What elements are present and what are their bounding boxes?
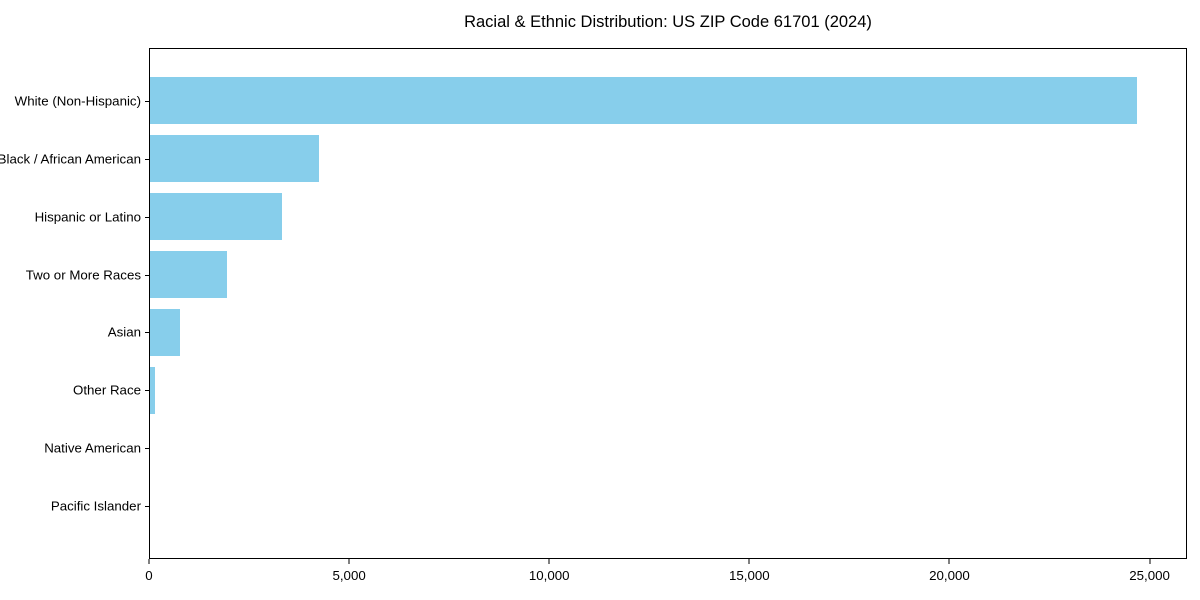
bar-row: Other Race (73, 361, 1186, 419)
x-tick (748, 559, 750, 564)
y-tick-label: Pacific Islander (50, 498, 141, 514)
y-tick (145, 274, 150, 276)
y-tick-label: White (Non-Hispanic) (14, 93, 141, 109)
y-tick-label: Hispanic or Latino (34, 209, 141, 225)
bar (150, 308, 180, 356)
y-tick (145, 216, 150, 218)
y-tick (145, 390, 150, 392)
x-tick-label: 10,000 (528, 568, 570, 583)
bar-row: Hispanic or Latino (35, 188, 1186, 246)
y-tick (145, 332, 150, 334)
y-tick (145, 506, 150, 508)
x-tick (948, 559, 950, 564)
x-tick (548, 559, 550, 564)
bar-row: Two or More Races (26, 246, 1186, 304)
x-tick-label: 25,000 (1129, 568, 1170, 583)
bar (150, 77, 1137, 125)
x-tick-label: 5,000 (332, 568, 366, 583)
x-axis: 0 5,000 10,000 15,000 20,000 25,000 (145, 559, 1187, 595)
bar-row: Black / African American (0, 130, 1186, 188)
y-tick-label: Two or More Races (25, 267, 141, 283)
bar (150, 193, 282, 241)
x-tick-label: 0 (145, 568, 153, 583)
bar (150, 135, 319, 183)
bar (150, 366, 155, 414)
y-tick (145, 158, 150, 160)
y-tick-label: Asian (107, 324, 141, 340)
x-tick (1149, 559, 1151, 564)
x-tick (348, 559, 350, 564)
y-tick-label: Other Race (73, 382, 141, 398)
y-tick-label: Native American (44, 440, 141, 456)
x-tick-label: 15,000 (729, 568, 770, 583)
bar-row: Pacific Islander (51, 477, 1186, 535)
bar (150, 251, 227, 299)
y-tick (145, 100, 150, 102)
bar-row: Native American (44, 419, 1186, 477)
bar-row: Asian (108, 304, 1186, 362)
chart-title: Racial & Ethnic Distribution: US ZIP Cod… (464, 13, 872, 31)
x-tick (148, 559, 150, 564)
y-tick-label: Black / African American (0, 151, 141, 167)
y-tick (145, 448, 150, 450)
bar-row: White (Non-Hispanic) (15, 72, 1186, 130)
x-tick-label: 20,000 (929, 568, 970, 583)
plot-area: White (Non-Hispanic) Black / African Amer… (0, 48, 1187, 559)
